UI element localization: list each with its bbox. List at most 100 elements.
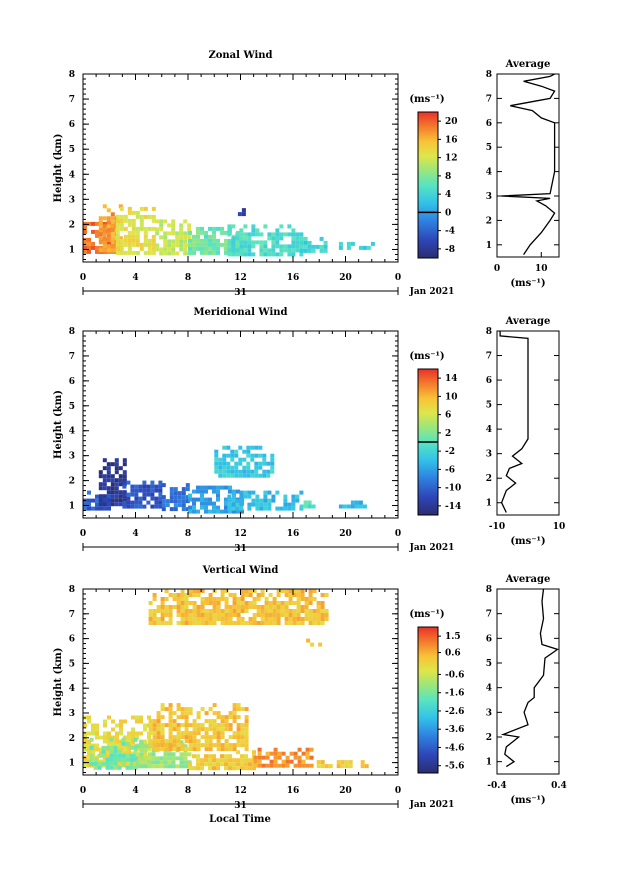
heatmap-cell (110, 486, 115, 491)
heatmap-cell (102, 248, 107, 253)
heatmap-cell (114, 498, 119, 503)
heatmap-cell (125, 753, 130, 758)
heatmap-cell (185, 483, 190, 488)
heatmap-cell (110, 498, 115, 503)
heatmap-cell (106, 498, 111, 503)
panel-title: Meridional Wind (193, 307, 287, 318)
heatmap-cell (184, 707, 189, 712)
heatmap-cell (244, 743, 249, 748)
heatmap-cell (175, 756, 180, 761)
heatmap-cell (146, 500, 151, 505)
heatmap-cell (292, 621, 297, 625)
heatmap-cell (152, 617, 157, 621)
heatmap-cell (131, 751, 135, 756)
heatmap-cell (200, 766, 204, 771)
x-tick-label: 4 (132, 786, 138, 796)
heatmap-cell (119, 719, 123, 724)
heatmap-cell (232, 707, 237, 712)
heatmap-cell (134, 496, 139, 501)
heatmap-cell (292, 609, 297, 613)
heatmap-cell (236, 750, 240, 755)
heatmap-region (155, 219, 192, 256)
heatmap-cell (133, 757, 138, 762)
heatmap-cell (105, 765, 110, 770)
heatmap-cell (354, 500, 359, 505)
heatmap-cell (127, 739, 131, 744)
heatmap-cell (231, 252, 236, 257)
heatmap-cell (248, 601, 253, 605)
heatmap-cell (248, 762, 252, 767)
heatmap-cell (176, 609, 181, 613)
heatmap-cell (164, 707, 169, 712)
heatmap-cell (316, 760, 321, 765)
heatmap-cell (304, 597, 309, 601)
heatmap-cell (99, 759, 103, 764)
heatmap-cell (214, 469, 219, 474)
heatmap-cell (204, 735, 209, 740)
heatmap-cell (224, 242, 228, 247)
heatmap-cell (307, 500, 312, 505)
heatmap-cell (239, 228, 244, 233)
heatmap-cell (250, 469, 255, 474)
heatmap-cell (246, 473, 251, 478)
heatmap-cell (176, 621, 181, 625)
heatmap-cell (160, 707, 165, 712)
heatmap-cell (239, 506, 244, 511)
heatmap-cell (259, 248, 264, 253)
heatmap-cell (180, 601, 185, 605)
heatmap-cell (130, 488, 135, 493)
heatmap-cell (251, 252, 256, 257)
colorbar-tick-label: -4.6 (445, 743, 464, 753)
heatmap-cell (239, 244, 244, 249)
average-y-tick-label: 8 (486, 327, 492, 337)
heatmap-cell (204, 731, 209, 736)
heatmap-cell (287, 502, 292, 507)
heatmap-cell (139, 226, 144, 231)
heatmap-cell (346, 241, 351, 246)
x-tick-label: 0 (80, 786, 86, 796)
heatmap-cell (268, 613, 273, 617)
heatmap-cell (87, 498, 91, 503)
heatmap-cell (118, 482, 123, 487)
heatmap-cell (259, 232, 264, 237)
heatmap-cell (147, 250, 152, 255)
heatmap-cell (272, 617, 277, 621)
heatmap-cell (299, 490, 304, 495)
heatmap-cell (89, 737, 94, 742)
heatmap-cell (295, 236, 300, 241)
heatmap-cell (232, 711, 237, 716)
heatmap-cell (216, 597, 221, 601)
heatmap-cell (181, 491, 186, 496)
heatmap-cell (117, 753, 122, 758)
heatmap-cell (228, 613, 233, 617)
heatmap-cell (200, 613, 205, 617)
heatmap-cell (164, 739, 169, 744)
average-y-tick-label: 5 (486, 659, 492, 669)
y-tick-label: 6 (69, 635, 75, 645)
heatmap-cell (287, 244, 292, 249)
heatmap-cell (148, 727, 153, 732)
heatmap-cell (235, 236, 240, 241)
heatmap-cell (184, 617, 189, 621)
heatmap-cell (109, 765, 114, 770)
heatmap-cell (283, 502, 288, 507)
heatmap-cell (354, 504, 359, 509)
heatmap-cell (336, 760, 341, 765)
heatmap-cell (297, 763, 302, 768)
heatmap-cell (95, 494, 99, 499)
heatmap-cell (163, 764, 168, 769)
heatmap-cell (184, 609, 189, 613)
heatmap-cell (185, 495, 190, 500)
heatmap-cell (281, 751, 286, 756)
colorbar-tick-label: -10 (445, 484, 461, 494)
heatmap-cell (303, 244, 308, 249)
heatmap-cell (224, 609, 229, 613)
heatmap-cell (123, 242, 128, 247)
heatmap-cell (244, 719, 249, 724)
heatmap-cell (156, 621, 161, 625)
heatmap-cell (99, 506, 103, 511)
heatmap-cell (146, 492, 151, 497)
heatmap-cell (324, 609, 329, 613)
heatmap-cell (188, 739, 193, 744)
heatmap-cell (256, 613, 261, 617)
